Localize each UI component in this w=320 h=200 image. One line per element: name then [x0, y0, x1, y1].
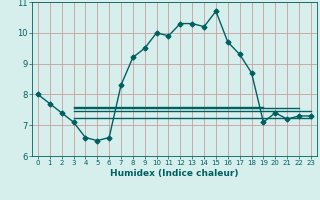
X-axis label: Humidex (Indice chaleur): Humidex (Indice chaleur) — [110, 169, 239, 178]
